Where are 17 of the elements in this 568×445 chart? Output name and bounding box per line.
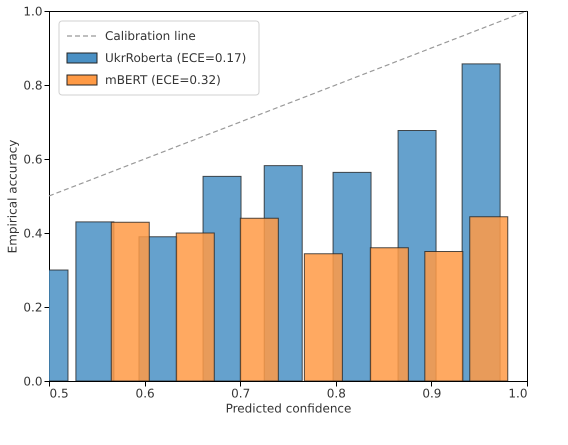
y-tick-label: 0.6 [23,152,42,166]
legend-label: UkrRoberta (ECE=0.17) [105,51,246,65]
y-tick-label: 0.4 [23,226,42,240]
y-tick-label: 0.8 [23,78,42,92]
x-axis-title: Predicted confidence [226,402,352,416]
y-tick-label: 0.0 [23,374,42,388]
legend-label: Calibration line [105,29,196,43]
x-tick-label: 0.8 [326,386,346,400]
y-axis-title: Empirical accuracy [5,140,20,254]
x-tick-label: 0.5 [50,386,69,400]
legend-label: mBERT (ECE=0.32) [105,73,221,87]
y-tick-label: 1.0 [23,4,42,18]
y-tick-label: 0.2 [23,300,42,314]
x-tick-label: 0.6 [136,386,155,400]
x-tick-label: 0.7 [231,386,250,400]
x-tick-label: 0.9 [422,386,442,400]
x-tick-label: 1.0 [508,386,528,400]
